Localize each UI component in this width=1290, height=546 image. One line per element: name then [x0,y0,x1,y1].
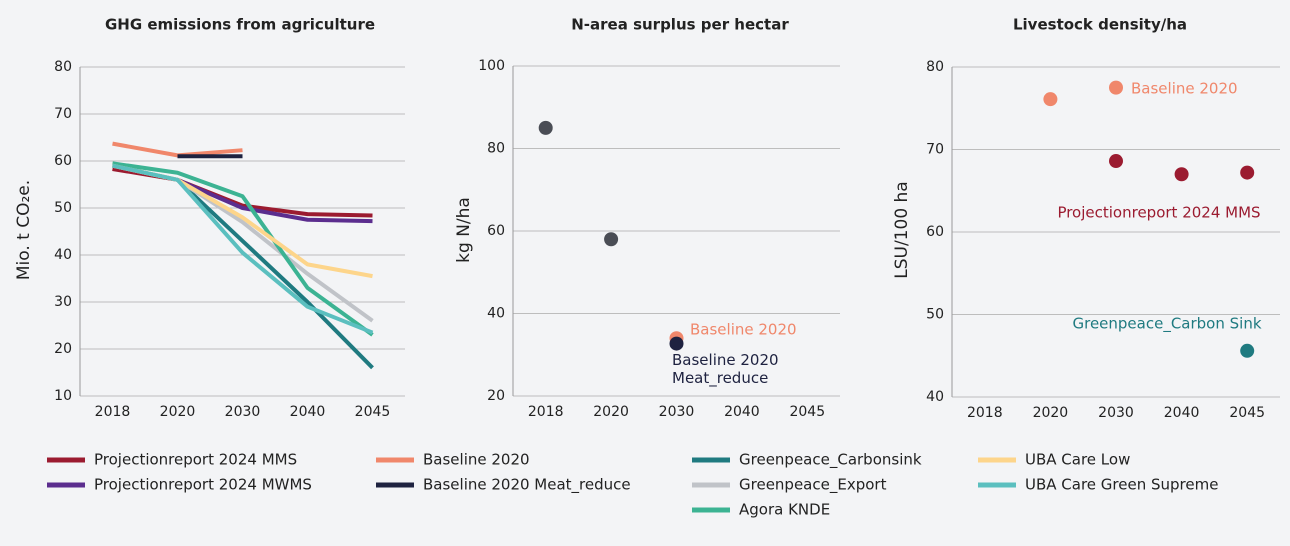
y-tick-label: 40 [54,247,72,263]
y-tick-label: 70 [926,142,944,158]
y-axis-title: kg N/ha [454,197,474,263]
y-tick-label: 80 [487,141,505,157]
y-axis-title: Mio. t CO₂e. [14,180,34,280]
y-tick-label: 40 [487,306,505,322]
point [1174,167,1189,182]
y-tick-label: 70 [54,106,72,122]
x-tick-label: 2030 [1098,405,1134,421]
x-tick-label: 2018 [528,404,564,420]
point-label: Greenpeace_Carbon Sink [1072,315,1261,334]
point-label: Baseline 2020 [690,321,797,339]
point [1240,165,1255,180]
x-tick-label: 2045 [355,404,391,420]
y-tick-label: 40 [926,389,944,405]
y-tick-label: 80 [54,59,72,75]
legend-label: Agora KNDE [739,501,830,519]
y-tick-label: 30 [54,294,72,310]
y-tick-label: 50 [926,307,944,323]
x-tick-label: 2030 [225,404,261,420]
legend-label: Greenpeace_Carbonsink [739,451,922,470]
y-tick-label: 10 [54,388,72,404]
x-tick-label: 2045 [789,404,825,420]
point [538,120,553,135]
point [669,336,684,351]
legend-label: Baseline 2020 [423,451,530,469]
x-tick-label: 2020 [160,404,196,420]
x-tick-label: 2020 [593,404,629,420]
legend-label: Projectionreport 2024 MWMS [94,476,312,494]
x-tick-label: 2040 [724,404,760,420]
legend-label: UBA Care Low [1025,451,1130,469]
x-tick-label: 2040 [290,404,326,420]
line-series [176,177,373,224]
y-tick-label: 80 [926,59,944,75]
point [1043,92,1058,107]
point [1109,154,1123,169]
y-tick-label: 60 [487,223,505,239]
point-label: Projectionreport 2024 MMS [1057,204,1260,222]
point-label: Baseline 2020 [1131,80,1238,98]
x-tick-label: 2018 [967,405,1003,421]
legend-label: Greenpeace_Export [739,476,887,495]
y-tick-label: 20 [54,341,72,357]
y-axis-title: LSU/100 ha [892,181,912,278]
x-tick-label: 2018 [95,404,131,420]
chart-title: N-area surplus per hectar [571,16,789,34]
point [1109,80,1123,95]
point [1240,343,1255,358]
line-series [112,161,374,337]
x-tick-label: 2040 [1164,405,1200,421]
point [604,232,619,247]
y-tick-label: 20 [487,388,505,404]
chart-title: GHG emissions from agriculture [105,16,375,34]
y-tick-label: 50 [54,200,72,216]
legend-label: Baseline 2020 Meat_reduce [423,476,631,495]
legend-label: Projectionreport 2024 MMS [94,451,297,469]
y-tick-label: 100 [478,58,505,74]
y-tick-label: 60 [54,153,72,169]
chart-title: Livestock density/ha [1013,16,1187,34]
x-tick-label: 2045 [1229,405,1265,421]
point-label: Baseline 2020 Meat_reduce [672,351,779,388]
y-tick-label: 60 [926,224,944,240]
legend-label: UBA Care Green Supreme [1025,476,1218,494]
x-tick-label: 2030 [659,404,695,420]
line-series [112,163,374,335]
x-tick-label: 2020 [1033,405,1069,421]
